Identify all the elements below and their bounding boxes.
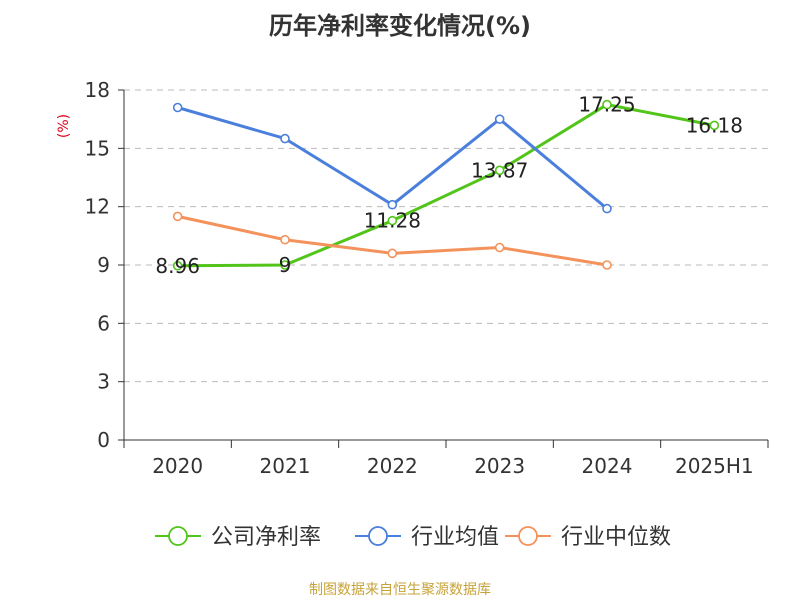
x-tick-label: 2020	[152, 454, 203, 478]
y-tick-label: 6	[97, 311, 110, 335]
axes: 0 3 6 9 12 15 18 2020 2021 2022 2023 2024 2025H1	[85, 78, 769, 478]
data-point	[280, 133, 290, 144]
data-point	[172, 260, 183, 271]
data-point	[494, 242, 505, 253]
legend-item-0: 公司净利率	[155, 525, 321, 550]
y-tick-label: 12	[85, 195, 110, 219]
x-tick-label: 2021	[260, 454, 311, 478]
data-label: 8.96	[155, 254, 200, 278]
data-point	[387, 199, 398, 210]
series-line-1	[176, 106, 609, 211]
data-point	[494, 165, 505, 176]
y-tick-label: 15	[85, 136, 110, 160]
footer-source: 制图数据来自恒生聚源数据库	[309, 582, 491, 598]
data-label: 17.25	[578, 93, 635, 117]
legend-label: 公司净利率	[211, 525, 321, 550]
data-point	[387, 215, 398, 226]
data-point	[280, 234, 290, 245]
x-tick-label: 2025H1	[675, 454, 754, 478]
grid-lines	[124, 89, 768, 383]
series-line-0	[176, 103, 716, 268]
data-label: 13.87	[471, 158, 528, 182]
data-point	[602, 203, 612, 214]
legend-label: 行业均值	[411, 525, 499, 550]
x-tick-label: 2022	[367, 454, 418, 478]
data-point	[709, 120, 720, 131]
y-tick-label: 9	[97, 253, 110, 277]
y-axis-unit-label: (%)	[56, 114, 72, 138]
y-tick-label: 3	[97, 370, 110, 394]
legend-label: 行业中位数	[561, 525, 671, 550]
legend-marker	[168, 526, 188, 546]
data-point	[172, 211, 183, 222]
legend-item-2: 行业中位数	[505, 525, 671, 550]
data-point	[602, 260, 612, 270]
data-point	[172, 102, 183, 113]
x-tick-label: 2024	[582, 454, 633, 478]
legend-marker	[518, 526, 538, 546]
data-label: 16.18	[686, 113, 743, 137]
legend-marker	[368, 526, 388, 546]
data-point	[280, 260, 290, 270]
data-label: 11.28	[364, 209, 421, 233]
y-tick-label: 18	[85, 78, 110, 102]
data-point	[494, 114, 505, 124]
data-point	[602, 99, 612, 110]
data-labels: 8.96 9 11.28 13.87 17.25 16.18	[155, 93, 743, 278]
legend-item-1: 行业均值	[355, 525, 499, 550]
y-tick-label: 0	[97, 428, 110, 452]
chart-title: 历年净利率变化情况(%)	[269, 12, 531, 40]
x-tick-label: 2023	[474, 454, 525, 478]
data-point	[387, 248, 398, 259]
legend: 公司净利率 行业均值 行业中位数	[155, 525, 671, 550]
series-lines	[172, 99, 720, 271]
data-label: 9	[279, 253, 292, 277]
